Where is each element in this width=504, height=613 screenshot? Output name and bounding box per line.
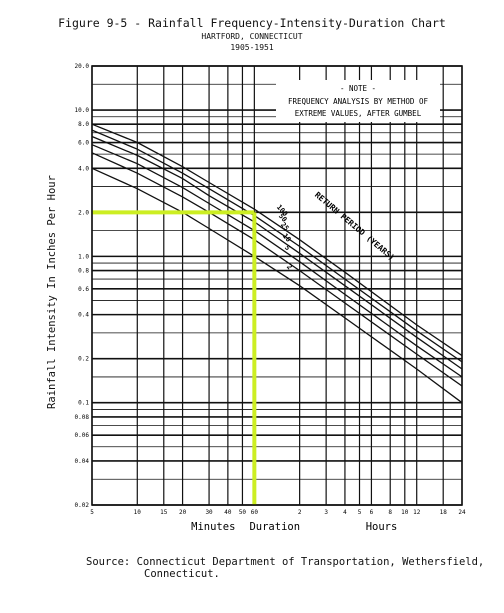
- y-tick-label: 0.06: [75, 432, 90, 439]
- note-line-2: EXTREME VALUES, AFTER GUMBEL: [295, 109, 422, 118]
- y-tick-label: 0.02: [75, 502, 90, 509]
- x-tick-label: 5: [90, 509, 94, 516]
- x-label-hours: Hours: [366, 521, 398, 533]
- x-tick-label: 6: [370, 509, 374, 516]
- highlight-lines: [92, 210, 257, 505]
- curve-label: 2: [285, 263, 294, 271]
- note-line-1: FREQUENCY ANALYSIS BY METHOD OF: [288, 97, 428, 106]
- x-tick-label: 24: [458, 509, 466, 516]
- x-tick-label: 10: [134, 509, 142, 516]
- y-tick-label: 0.4: [78, 312, 89, 319]
- x-tick-label: 3: [324, 509, 328, 516]
- curve-label: 25: [279, 221, 291, 233]
- y-tick-label: 10.0: [75, 107, 90, 114]
- x-tick-label: 15: [160, 509, 168, 516]
- x-tick-label: 30: [205, 509, 213, 516]
- note-box: - NOTE - FREQUENCY ANALYSIS BY METHOD OF…: [276, 80, 440, 122]
- chart-subtitle-years: 1905-1951: [230, 43, 274, 52]
- x-tick-label: 20: [179, 509, 187, 516]
- y-tick-label: 20.0: [75, 63, 90, 70]
- x-tick-label: 40: [224, 509, 232, 516]
- curve-return-100: [91, 123, 463, 357]
- y-tick-label: 0.2: [78, 356, 89, 363]
- curve-return-10: [91, 144, 463, 378]
- y-tick-label: 6.0: [78, 140, 89, 147]
- x-label-duration: Duration: [249, 521, 300, 533]
- y-tick-label: 4.0: [78, 165, 89, 172]
- curve-return-2: [91, 167, 463, 404]
- figure-title: Figure 9-5 - Rainfall Frequency-Intensit…: [58, 16, 446, 30]
- y-tick-label: 0.8: [78, 268, 89, 275]
- chart-grid: [91, 65, 463, 506]
- x-tick-label: 2: [298, 509, 302, 516]
- y-tick-label: 0.08: [75, 414, 90, 421]
- curve-label: 50: [277, 212, 289, 224]
- source-line-1: Source: Connecticut Department of Transp…: [86, 556, 485, 568]
- y-tick-label: 2.0: [78, 209, 89, 216]
- return-period-label: RETURN PERIOD (YEARS): [313, 190, 396, 262]
- note-heading: - NOTE -: [340, 84, 376, 93]
- y-tick-label: 8.0: [78, 121, 89, 128]
- curve-label: 5: [283, 244, 292, 252]
- x-tick-label: 18: [440, 509, 448, 516]
- x-tick-label: 5: [358, 509, 362, 516]
- x-tick-label: 60: [251, 509, 259, 516]
- source-line-2: Connecticut.: [144, 568, 220, 580]
- curve-return-25: [91, 135, 463, 370]
- x-tick-label: 8: [388, 509, 392, 516]
- curve-return-5: [91, 152, 463, 387]
- y-tick-label: 0.6: [78, 286, 89, 293]
- plot-frame: [91, 65, 463, 506]
- y-tick-label: 0.04: [75, 458, 90, 465]
- x-tick-label: 12: [413, 509, 421, 516]
- x-tick-label: 50: [239, 509, 247, 516]
- axis-tick-labels: 5 10 15 20 30 40 50 60 2 3 4 5 6 8 10 12 18 2420.010.08.0…: [75, 63, 466, 516]
- curve-label: 10: [281, 232, 293, 244]
- x-tick-label: 4: [343, 509, 347, 516]
- x-label-minutes: Minutes: [191, 521, 235, 533]
- y-tick-label: 0.1: [78, 400, 89, 407]
- x-tick-label: 10: [401, 509, 409, 516]
- y-tick-label: 1.0: [78, 253, 89, 260]
- chart-subtitle-location: HARTFORD, CONNECTICUT: [201, 32, 303, 41]
